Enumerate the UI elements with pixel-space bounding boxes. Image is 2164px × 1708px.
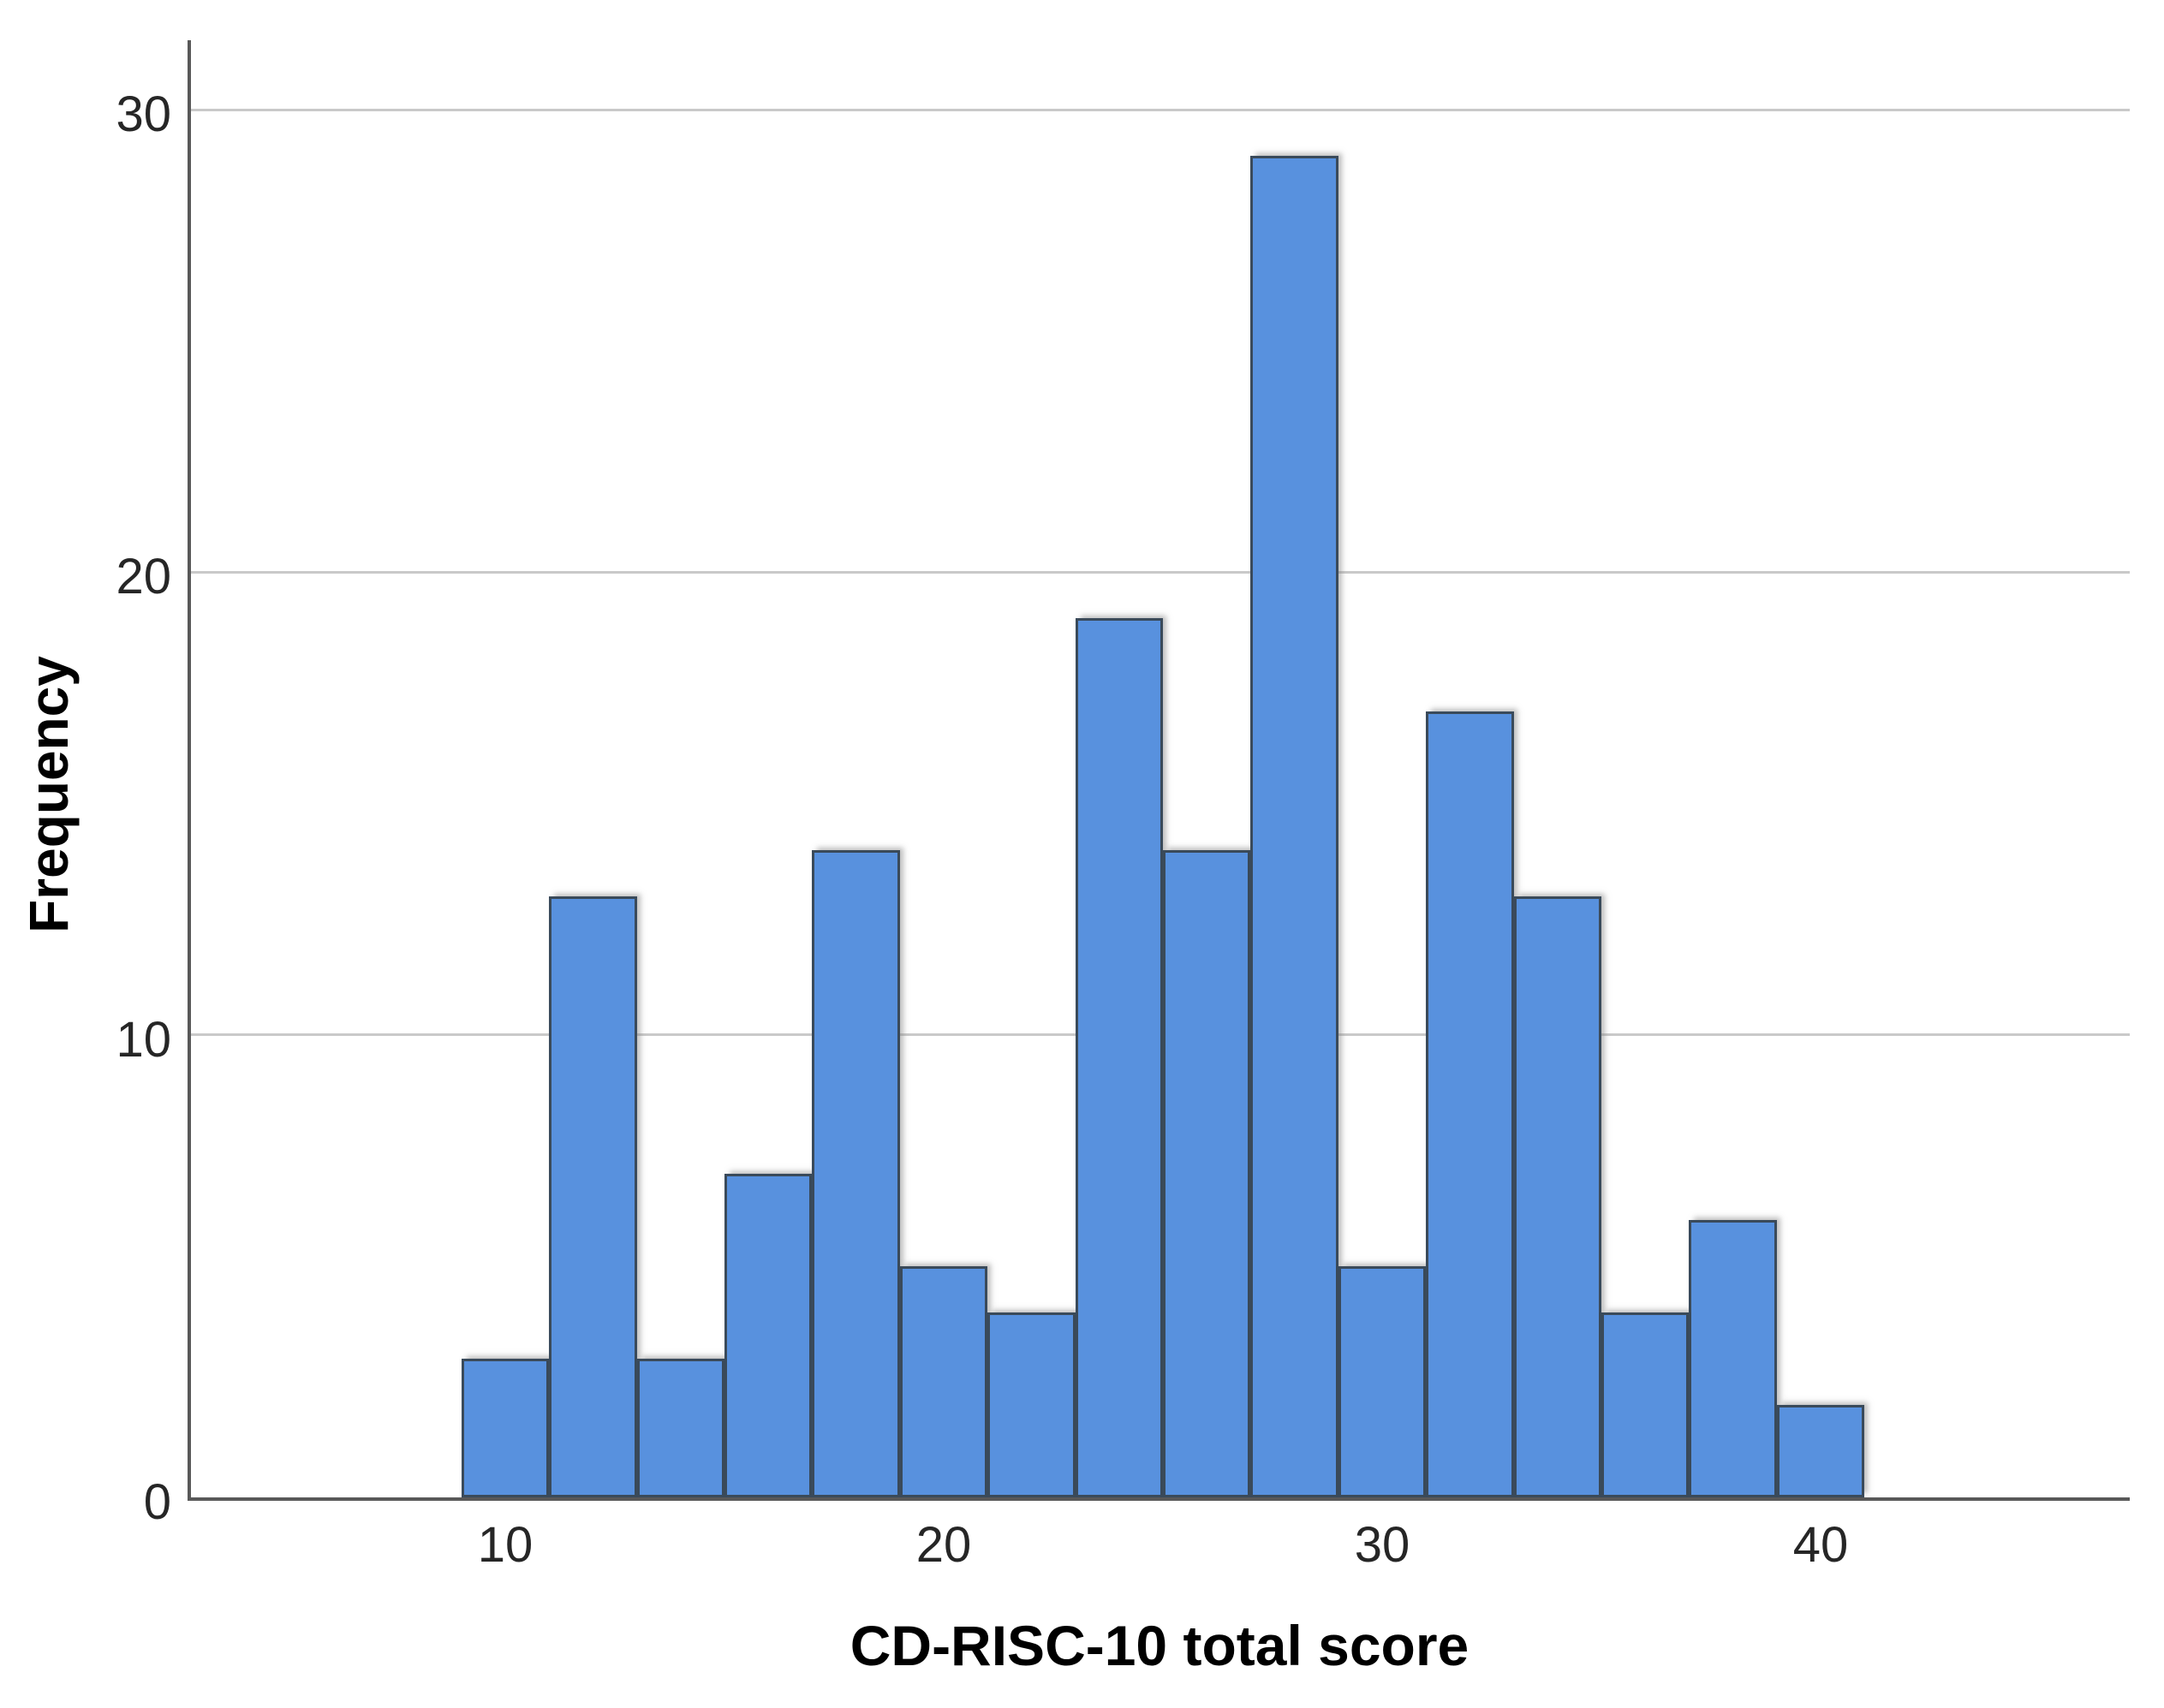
- y-gridline: [189, 570, 2130, 574]
- histogram-bar: [1163, 849, 1251, 1497]
- histogram-bar: [636, 1358, 724, 1497]
- histogram-bar: [549, 896, 637, 1497]
- x-axis-line: [188, 1497, 2130, 1501]
- x-tick-label: 30: [1354, 1517, 1410, 1573]
- histogram-bar: [724, 1173, 813, 1497]
- y-tick-label: 20: [116, 549, 171, 605]
- histogram-bar: [987, 1312, 1076, 1497]
- histogram-bar: [1426, 711, 1514, 1497]
- y-axis-line: [188, 40, 191, 1501]
- histogram-bar: [899, 1265, 988, 1497]
- y-tick-label: 0: [143, 1474, 171, 1530]
- histogram-bar: [1601, 1312, 1690, 1497]
- x-axis-title: CD-RISC-10 total score: [850, 1614, 1469, 1677]
- histogram-bar: [1513, 896, 1601, 1497]
- y-gridline: [189, 108, 2130, 111]
- histogram-bar: [1075, 618, 1163, 1497]
- y-axis-title: Frequency: [18, 656, 80, 933]
- x-tick-label: 40: [1792, 1517, 1849, 1573]
- histogram-bar: [812, 849, 900, 1497]
- y-tick-label: 10: [116, 1011, 171, 1068]
- histogram-bar: [1250, 156, 1338, 1497]
- histogram-bar: [1776, 1404, 1865, 1497]
- x-tick-label: 10: [477, 1517, 534, 1573]
- histogram-bar: [1338, 1265, 1427, 1497]
- histogram-bar: [461, 1358, 550, 1497]
- histogram-bar: [1689, 1219, 1777, 1497]
- x-tick-label: 20: [915, 1517, 972, 1573]
- y-tick-label: 30: [116, 86, 171, 143]
